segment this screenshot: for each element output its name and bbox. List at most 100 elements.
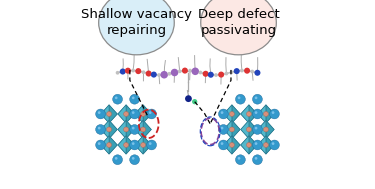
Text: Shallow vacancy
repairing: Shallow vacancy repairing [81, 9, 192, 37]
Circle shape [106, 127, 111, 132]
Circle shape [188, 69, 192, 73]
Polygon shape [135, 136, 151, 145]
Circle shape [141, 127, 146, 132]
Circle shape [208, 72, 214, 78]
Circle shape [160, 71, 168, 78]
Polygon shape [101, 136, 109, 154]
Circle shape [147, 109, 156, 119]
Polygon shape [224, 105, 240, 114]
Circle shape [112, 94, 123, 104]
Polygon shape [109, 136, 117, 154]
Circle shape [255, 142, 257, 145]
Polygon shape [143, 136, 151, 154]
Polygon shape [135, 145, 151, 154]
Polygon shape [118, 120, 134, 129]
Circle shape [98, 127, 100, 129]
Polygon shape [101, 129, 117, 139]
Circle shape [230, 127, 234, 132]
Circle shape [149, 111, 152, 114]
Circle shape [255, 96, 257, 99]
Circle shape [178, 69, 182, 73]
Polygon shape [135, 129, 151, 139]
Polygon shape [118, 136, 126, 154]
Polygon shape [224, 129, 240, 139]
Circle shape [252, 125, 262, 134]
Circle shape [238, 96, 240, 99]
Polygon shape [224, 120, 240, 129]
Polygon shape [101, 105, 117, 114]
Circle shape [225, 72, 228, 75]
Circle shape [132, 127, 135, 129]
Circle shape [238, 157, 240, 160]
Polygon shape [143, 105, 151, 123]
Polygon shape [241, 120, 257, 129]
Polygon shape [224, 145, 240, 154]
Polygon shape [258, 105, 266, 123]
Polygon shape [101, 120, 117, 129]
Polygon shape [258, 145, 274, 154]
Circle shape [220, 111, 224, 114]
Polygon shape [258, 120, 274, 129]
Polygon shape [135, 105, 151, 114]
Circle shape [130, 140, 140, 150]
Circle shape [255, 111, 257, 114]
Polygon shape [118, 145, 134, 154]
Polygon shape [143, 120, 151, 139]
Circle shape [240, 69, 244, 72]
Polygon shape [135, 114, 151, 123]
Polygon shape [224, 136, 232, 154]
Circle shape [124, 112, 129, 116]
Circle shape [185, 95, 192, 102]
Polygon shape [266, 120, 274, 139]
Circle shape [147, 140, 156, 150]
Polygon shape [101, 105, 109, 123]
Circle shape [218, 72, 224, 78]
Circle shape [252, 109, 262, 119]
Polygon shape [258, 105, 274, 114]
Polygon shape [241, 129, 257, 139]
Circle shape [96, 125, 105, 134]
Polygon shape [224, 105, 232, 123]
Ellipse shape [201, 0, 276, 55]
Polygon shape [241, 105, 249, 123]
Polygon shape [126, 120, 134, 139]
Text: Deep defect
passivating: Deep defect passivating [198, 9, 279, 37]
Circle shape [125, 68, 131, 74]
Circle shape [246, 143, 251, 147]
Polygon shape [249, 120, 257, 139]
Polygon shape [118, 114, 134, 123]
Circle shape [202, 71, 208, 77]
Circle shape [272, 142, 274, 145]
Circle shape [141, 112, 146, 116]
Circle shape [230, 70, 233, 74]
Polygon shape [241, 136, 249, 154]
Polygon shape [118, 129, 134, 139]
Polygon shape [118, 105, 126, 123]
Circle shape [264, 127, 268, 132]
Circle shape [246, 127, 251, 132]
Circle shape [264, 112, 268, 116]
Polygon shape [135, 136, 143, 154]
Polygon shape [118, 105, 134, 114]
Polygon shape [241, 145, 257, 154]
Circle shape [116, 71, 120, 75]
Polygon shape [135, 120, 143, 139]
Circle shape [236, 94, 245, 104]
Polygon shape [258, 136, 266, 154]
Circle shape [214, 73, 218, 77]
Ellipse shape [99, 0, 174, 55]
Circle shape [171, 69, 178, 76]
Circle shape [142, 70, 146, 74]
Polygon shape [266, 136, 274, 154]
Circle shape [255, 127, 257, 129]
Circle shape [264, 143, 268, 147]
Polygon shape [241, 136, 257, 145]
Circle shape [130, 94, 140, 104]
Polygon shape [135, 120, 151, 129]
Circle shape [157, 73, 161, 77]
Circle shape [198, 71, 202, 74]
Circle shape [141, 143, 146, 147]
Circle shape [234, 68, 240, 74]
Circle shape [270, 140, 279, 150]
Circle shape [132, 157, 135, 160]
